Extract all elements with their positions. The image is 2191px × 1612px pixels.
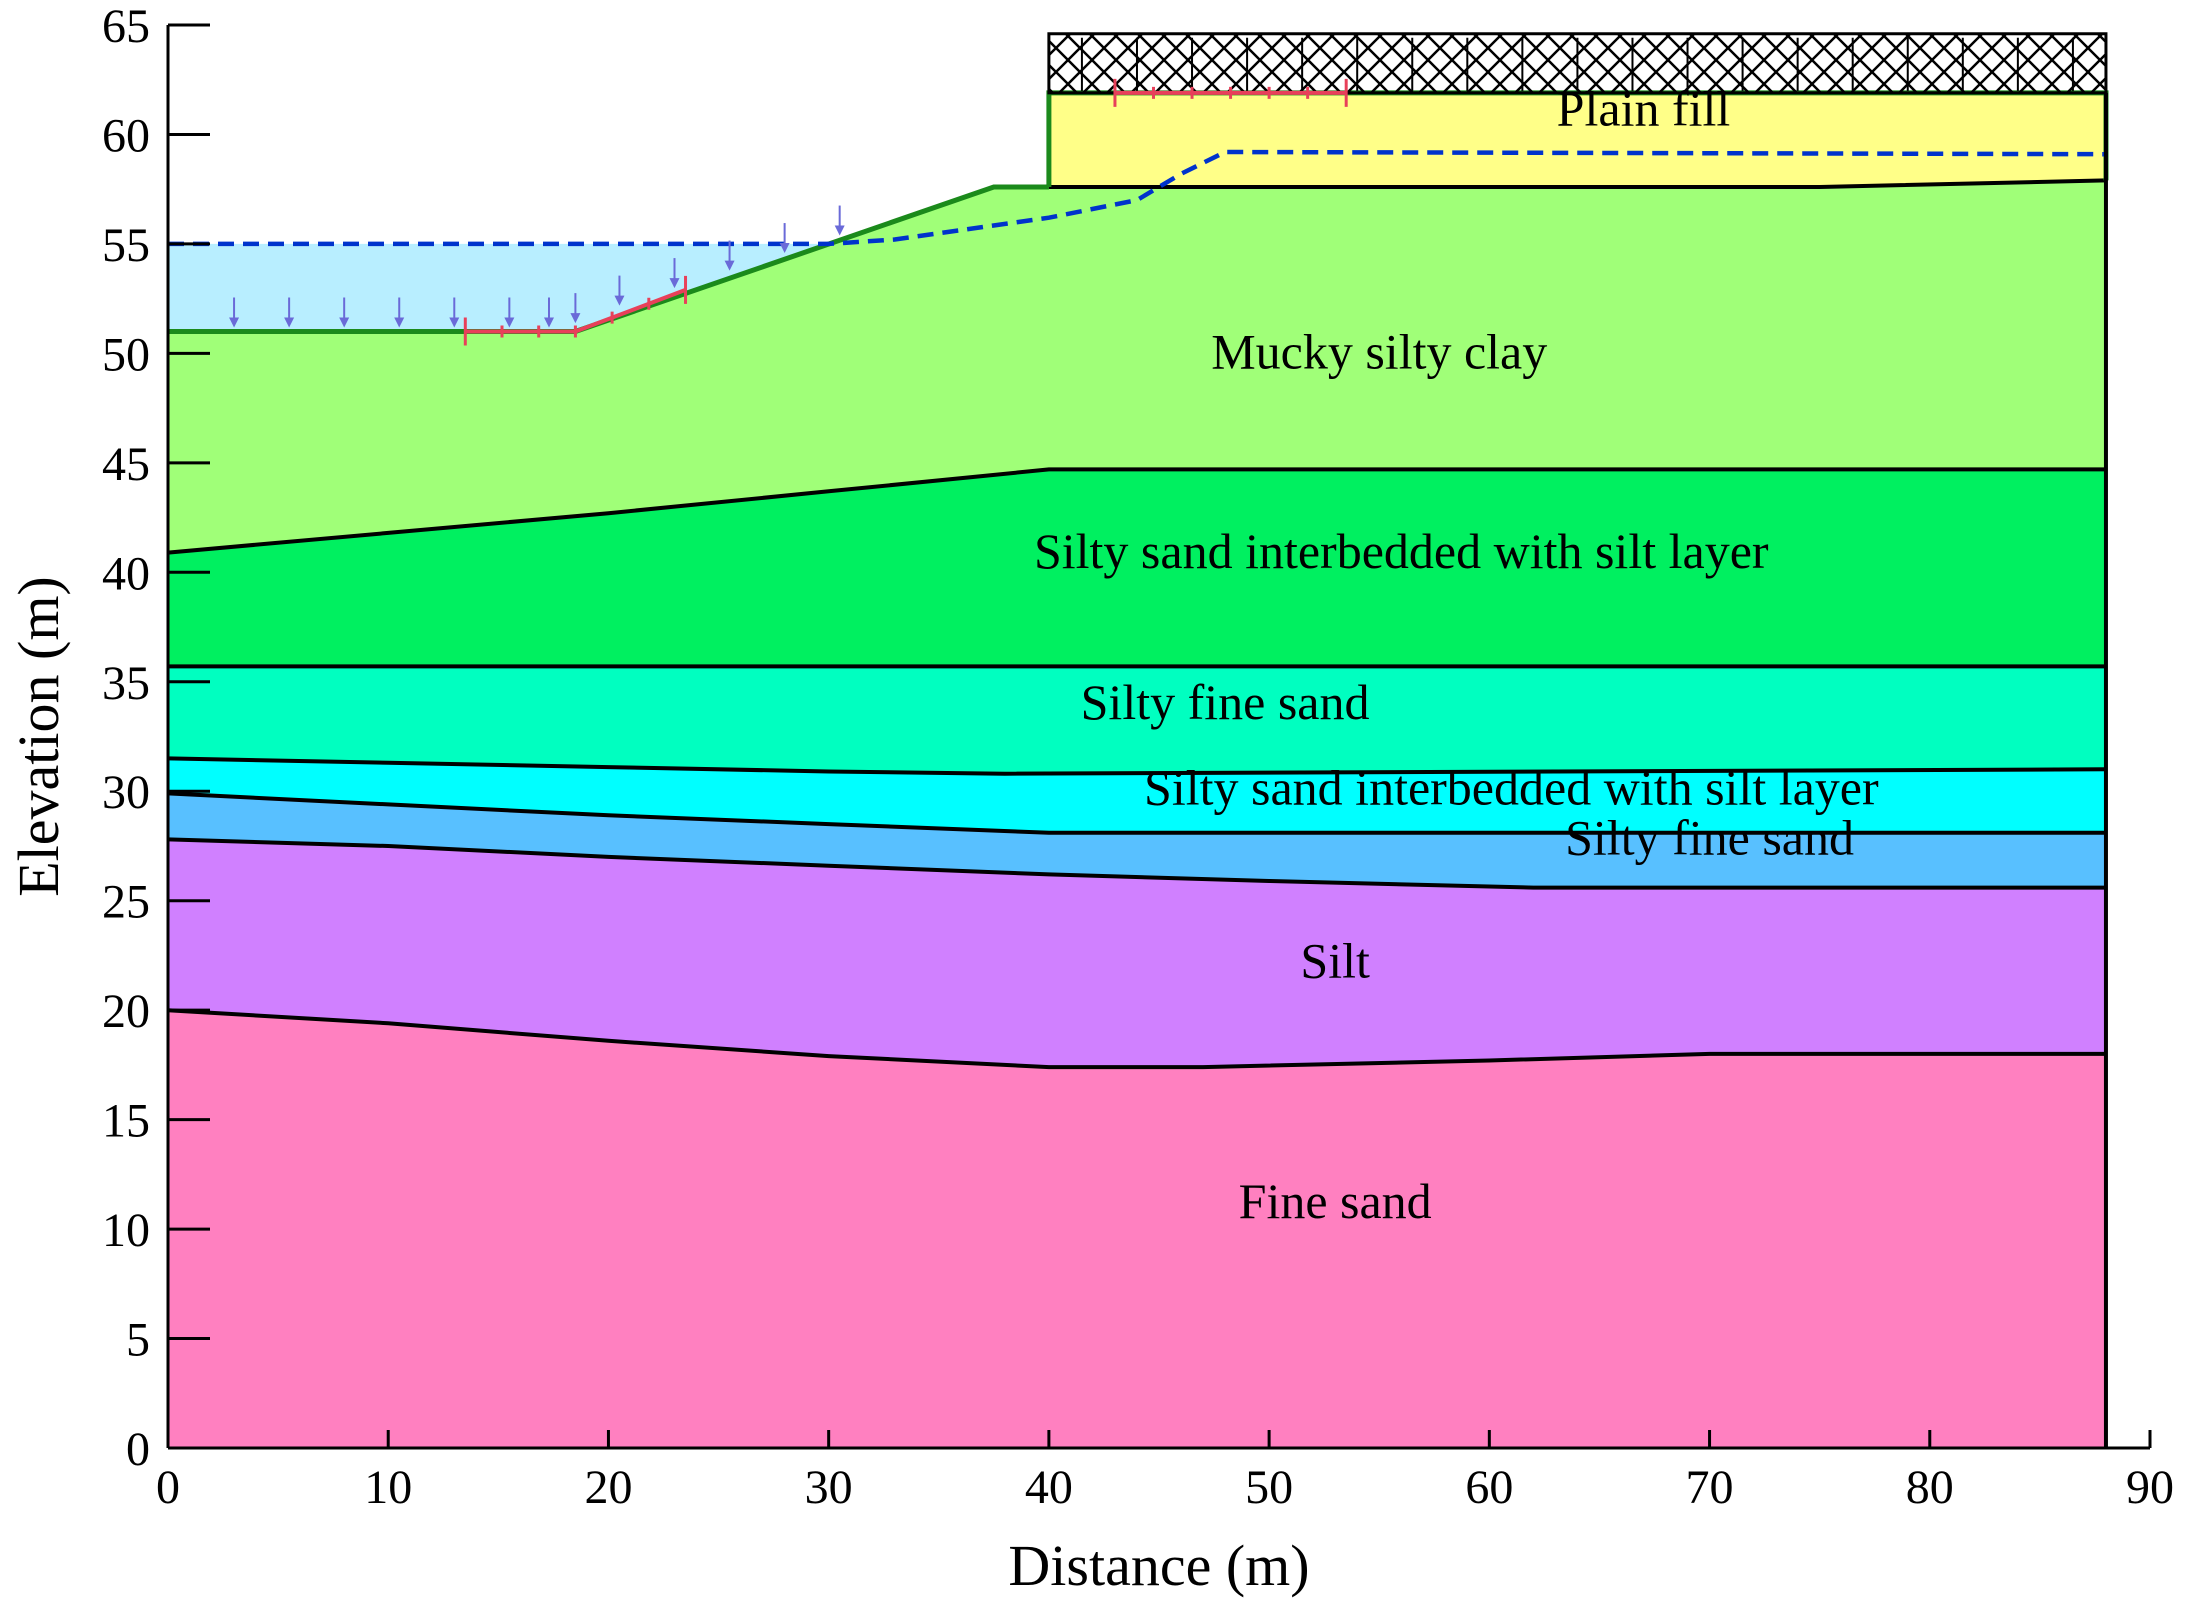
- layer-4-fill: [168, 758, 2106, 833]
- layer-7-boundary: [168, 184, 1049, 334]
- x-axis-title: Distance (m): [1008, 1533, 1309, 1598]
- y-tick-label: 40: [102, 547, 150, 600]
- y-tick-label: 45: [102, 438, 150, 491]
- pressure-arrowhead: [543, 317, 554, 328]
- x-tick-label: 80: [1906, 1461, 1954, 1514]
- y-tick-label: 60: [102, 109, 150, 162]
- y-tick-label: 10: [102, 1204, 150, 1257]
- layer-3-boundary: [167, 791, 2106, 835]
- x-tick-label: 60: [1465, 1461, 1513, 1514]
- y-tick-label: 20: [102, 985, 150, 1038]
- y-tick-label: 35: [102, 657, 150, 710]
- x-tick-label: 10: [364, 1461, 412, 1514]
- y-axis-title: Elevation (m): [6, 576, 71, 897]
- layer-3-fill: [168, 793, 2106, 888]
- layer-2-boundary: [167, 837, 2106, 890]
- x-tick-label: 70: [1686, 1461, 1734, 1514]
- y-tick-label: 65: [102, 0, 150, 53]
- layer-1-fill: [168, 1010, 2106, 1448]
- x-tick-label: 0: [156, 1461, 180, 1514]
- x-tick-label: 30: [805, 1461, 853, 1514]
- pressure-arrowhead: [724, 260, 735, 271]
- layer-5-fill: [168, 666, 2106, 774]
- layer-label-1: Fine sand: [1239, 1173, 1432, 1229]
- layer-7-fill: [168, 180, 2106, 553]
- x-tick-label: 50: [1245, 1461, 1293, 1514]
- y-tick-label: 30: [102, 766, 150, 819]
- layer-label-2: Silt: [1300, 932, 1370, 988]
- pressure-arrowhead: [614, 295, 625, 306]
- x-tick-label: 90: [2126, 1461, 2174, 1514]
- water-table-line: [168, 149, 2107, 247]
- y-tick-label: 0: [126, 1423, 150, 1476]
- layer-2-fill: [168, 839, 2106, 1068]
- soil-layers: [168, 92, 2106, 1448]
- pressure-arrowhead: [284, 317, 295, 328]
- y-tick-label: 5: [126, 1314, 150, 1367]
- ponded-water: [168, 243, 836, 332]
- pressure-arrowhead: [504, 317, 515, 328]
- pressure-arrowhead: [570, 313, 581, 324]
- y-tick-label: 15: [102, 1095, 150, 1148]
- layer-6-fill: [168, 469, 2106, 667]
- y-tick-label: 55: [102, 219, 150, 272]
- pressure-arrowhead: [834, 225, 845, 236]
- layer-label-5: Silty fine sand: [1081, 674, 1370, 730]
- pressure-arrowhead: [339, 317, 350, 328]
- pressure-arrowhead: [669, 278, 680, 289]
- pressure-arrowhead: [779, 243, 790, 254]
- pressure-arrowhead: [449, 317, 460, 328]
- features: [167, 32, 2109, 1070]
- layer-label-7: Mucky silty clay: [1211, 324, 1547, 380]
- y-tick-label: 25: [102, 876, 150, 929]
- x-tick-label: 20: [584, 1461, 632, 1514]
- layer-label-6: Silty sand interbedded with silt layer: [1034, 523, 1769, 579]
- layer-4-boundary: [167, 756, 2107, 776]
- pressure-arrowhead: [229, 317, 240, 328]
- fill-base-boundary: [1048, 178, 2107, 189]
- layer-6-boundary: [167, 467, 2106, 555]
- pressure-arrowhead: [394, 317, 405, 328]
- layer-label-3: Silty fine sand: [1565, 810, 1854, 866]
- layer-1-boundary: [167, 1008, 2106, 1070]
- layer-label-4: Silty sand interbedded with silt layer: [1144, 759, 1879, 815]
- axes: 0 10 20 30 40 50 60 70 80 90 0 5 10 15 20 25 30 35 40 45 50 5…: [6, 0, 2174, 1598]
- layer-8-fill: [1048, 92, 2106, 187]
- x-tick-label: 40: [1025, 1461, 1073, 1514]
- y-tick-label: 50: [102, 328, 150, 381]
- layer-label-8: Plain fill: [1557, 81, 1731, 137]
